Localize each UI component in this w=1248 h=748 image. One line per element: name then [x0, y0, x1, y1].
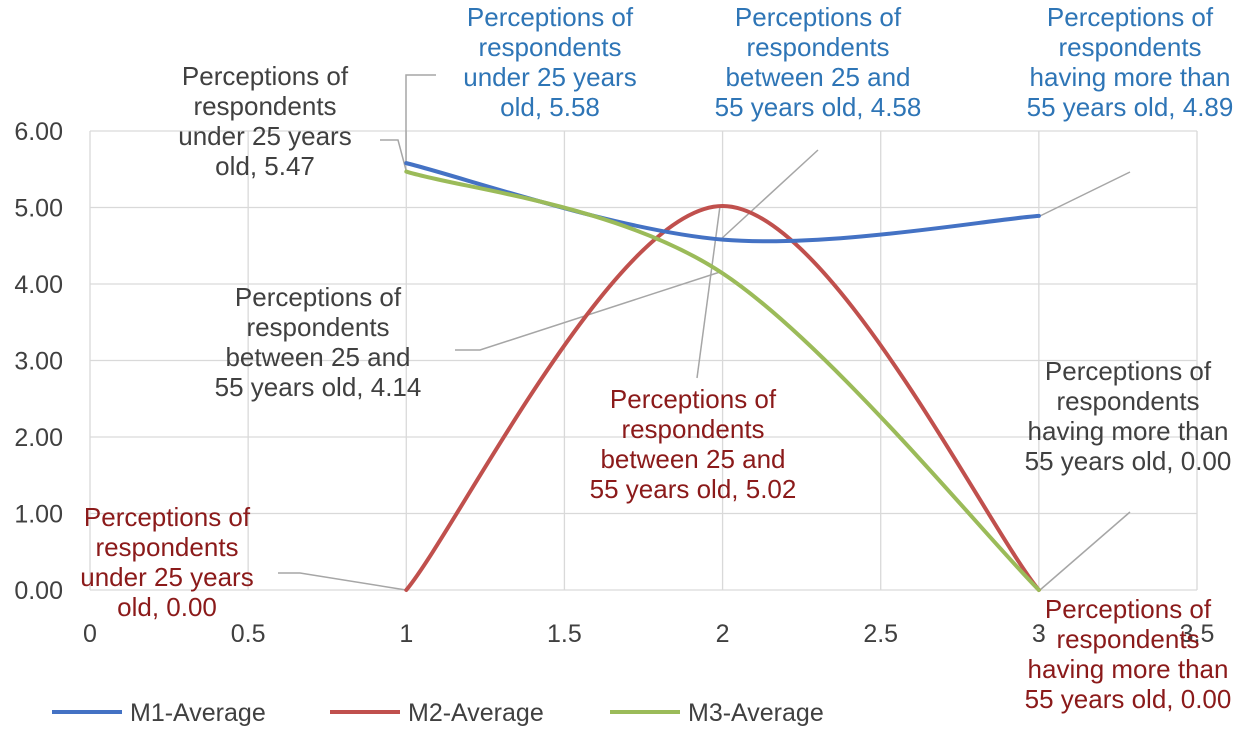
data-label-line: respondents: [621, 414, 764, 444]
legend-layer: M1-Average M2-Average M3-Average: [52, 699, 824, 727]
x-tick-label: 0.5: [231, 620, 266, 648]
data-label-line: Perceptions of: [610, 384, 777, 414]
x-tick-label: 3: [1032, 620, 1046, 648]
data-label-line: respondents: [478, 32, 621, 62]
data-label-line: respondents: [1056, 386, 1199, 416]
data-label-line: 55 years old, 0.00: [1025, 684, 1232, 714]
y-tick-label: 1.00: [14, 501, 63, 529]
data-label-line: under 25 years: [80, 562, 253, 592]
x-tick-label: 2.5: [863, 620, 898, 648]
data-label-line: Perceptions of: [182, 61, 349, 91]
legend-label: M1-Average: [130, 699, 266, 727]
data-label-line: respondents: [1056, 624, 1199, 654]
leader-line: [719, 149, 819, 241]
x-tick-label: 0: [83, 620, 97, 648]
data-label-line: under 25 years: [463, 62, 636, 92]
data-label-line: respondents: [746, 32, 889, 62]
axis-layer: 0.00 1.00 2.00 3.00 4.00 5.00 6.00 0 0.5 1 1.5 2 2.5…: [14, 118, 1214, 648]
data-label-line: 55 years old, 0.00: [1025, 446, 1232, 476]
data-label-line: 55 years old, 5.02: [590, 474, 797, 504]
leader-line: [696, 205, 721, 379]
data-label-line: Perceptions of: [467, 2, 634, 32]
x-tick-label: 3.5: [1180, 620, 1215, 648]
y-tick-label: 2.00: [14, 424, 63, 452]
data-label-line: 55 years old, 4.58: [715, 92, 922, 122]
data-label-line: Perceptions of: [235, 282, 402, 312]
data-label-line: having more than: [1030, 62, 1231, 92]
x-tick-label: 1: [399, 620, 413, 648]
leader-line: [1039, 171, 1131, 217]
y-tick-label: 3.00: [14, 348, 63, 376]
data-label-line: old, 0.00: [117, 592, 217, 622]
data-label-line: respondents: [1058, 32, 1201, 62]
legend-item-m1-average: M1-Average: [52, 699, 266, 727]
data-label-line: respondents: [193, 91, 336, 121]
data-label-line: 55 years old, 4.89: [1027, 92, 1234, 122]
legend-label: M2-Average: [408, 699, 544, 727]
y-tick-label: 0.00: [14, 577, 63, 605]
series-line-m2-average: [404, 203, 1041, 592]
legend-item-m2-average: M2-Average: [330, 699, 544, 727]
leader-line: [380, 139, 407, 171]
data-label-line: old, 5.47: [215, 151, 315, 181]
y-tick-label: 4.00: [14, 271, 63, 299]
data-label-line: Perceptions of: [1047, 2, 1214, 32]
y-tick-label: 6.00: [14, 118, 63, 146]
data-label-line: Perceptions of: [735, 2, 902, 32]
data-label-line: between 25 and: [600, 444, 785, 474]
legend-item-m3-average: M3-Average: [610, 699, 824, 727]
leader-line: [1039, 511, 1131, 591]
legend-label: M3-Average: [688, 699, 824, 727]
data-label-line: between 25 and: [725, 62, 910, 92]
leader-line: [405, 74, 436, 162]
series-line-m1-average: [404, 161, 1041, 244]
series-line-m3-average: [404, 169, 1041, 592]
y-tick-label: 5.00: [14, 195, 63, 223]
x-tick-label: 1.5: [547, 620, 582, 648]
data-label-line: Perceptions of: [1045, 356, 1212, 386]
data-label-line: 55 years old, 4.14: [215, 372, 422, 402]
leader-line: [278, 572, 407, 591]
data-label-line: Perceptions of: [84, 502, 251, 532]
series-layer: [404, 161, 1041, 592]
data-label-line: having more than: [1028, 654, 1229, 684]
data-label-line: under 25 years: [178, 121, 351, 151]
data-label-line: Perceptions of: [1045, 594, 1212, 624]
data-label-line: having more than: [1028, 416, 1229, 446]
data-label-line: respondents: [246, 312, 389, 342]
data-label-line: between 25 and: [225, 342, 410, 372]
data-label-line: old, 5.58: [500, 92, 600, 122]
leader-layer: [278, 74, 1131, 591]
data-label-line: respondents: [95, 532, 238, 562]
x-tick-label: 2: [716, 620, 730, 648]
leader-line: [455, 271, 721, 351]
